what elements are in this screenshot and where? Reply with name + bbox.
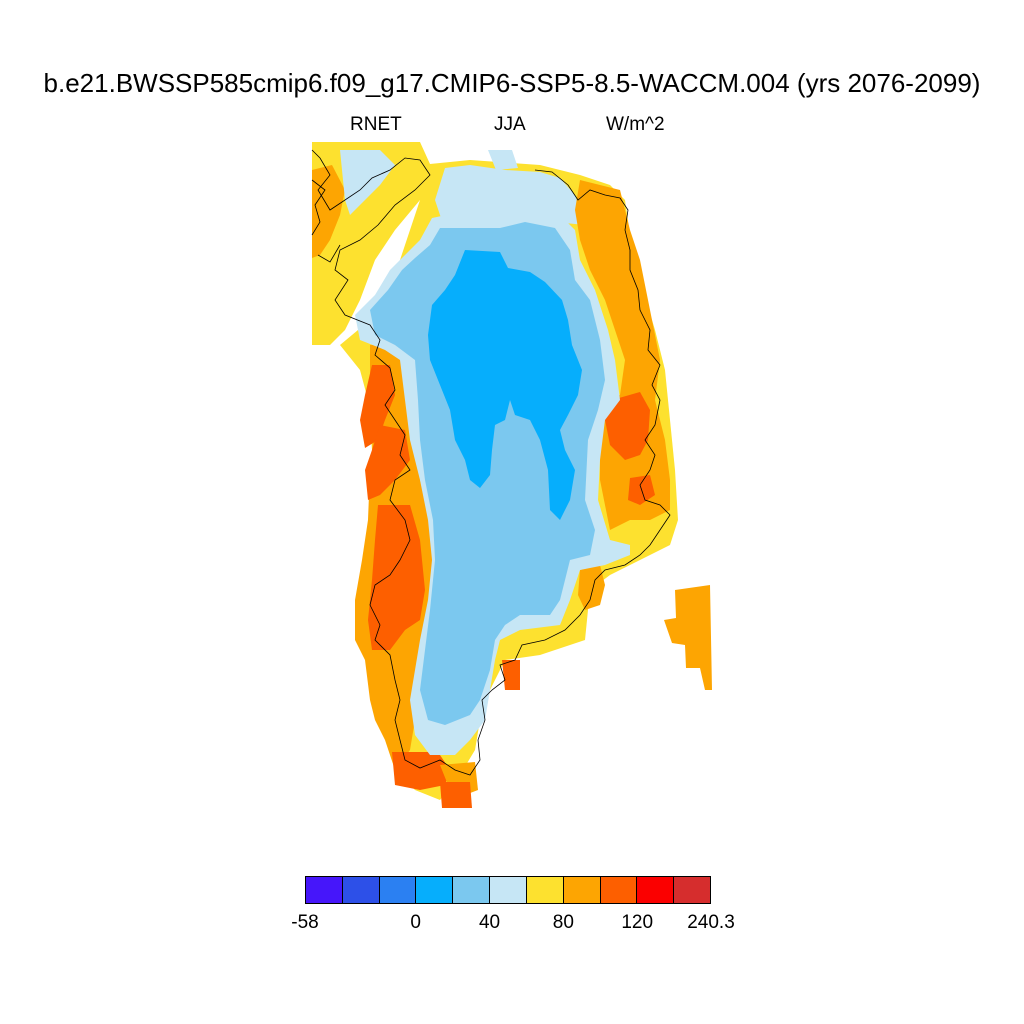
colorbar-swatch <box>379 877 417 903</box>
east-island-cells <box>664 585 712 690</box>
colorbar-swatch <box>637 877 675 903</box>
coastline-north <box>311 179 341 263</box>
colorbar-tick-label: 40 <box>478 912 501 933</box>
map-cell <box>440 782 472 808</box>
colorbar <box>305 876 711 904</box>
colorbar-tick-label: 0 <box>410 912 422 933</box>
map-cell <box>365 425 410 500</box>
colorbar-tick-label: 120 <box>621 912 654 933</box>
colorbar-swatch <box>490 877 527 903</box>
map-field <box>312 142 678 808</box>
season-label: JJA <box>494 114 526 135</box>
colorbar-swatch <box>526 877 564 903</box>
map-cell <box>488 150 518 170</box>
map-cell <box>428 250 582 520</box>
map-cell <box>605 392 650 460</box>
colorbar-tick-label: -58 <box>291 912 319 933</box>
coastline-west <box>311 149 671 776</box>
variable-label: RNET <box>350 114 402 135</box>
colorbar-swatch <box>600 877 638 903</box>
colorbar-swatch <box>342 877 380 903</box>
colorbar-swatch <box>306 877 343 903</box>
plot-title: b.e21.BWSSP585cmip6.f09_g17.CMIP6-SSP5-8… <box>43 68 981 98</box>
units-label: W/m^2 <box>606 114 665 135</box>
map-cell <box>502 660 520 690</box>
colorbar-swatch <box>563 877 601 903</box>
map-cell <box>664 585 712 690</box>
map-cell <box>360 365 395 448</box>
colorbar-swatch <box>674 877 710 903</box>
colorbar-tick-label: 80 <box>552 912 574 933</box>
colorbar-tick-label: 240.3 <box>687 912 735 933</box>
map-cell <box>368 505 425 650</box>
colorbar-swatch <box>416 877 454 903</box>
map-cell <box>312 165 345 258</box>
map-cell <box>578 565 605 610</box>
colorbar-swatch <box>453 877 491 903</box>
